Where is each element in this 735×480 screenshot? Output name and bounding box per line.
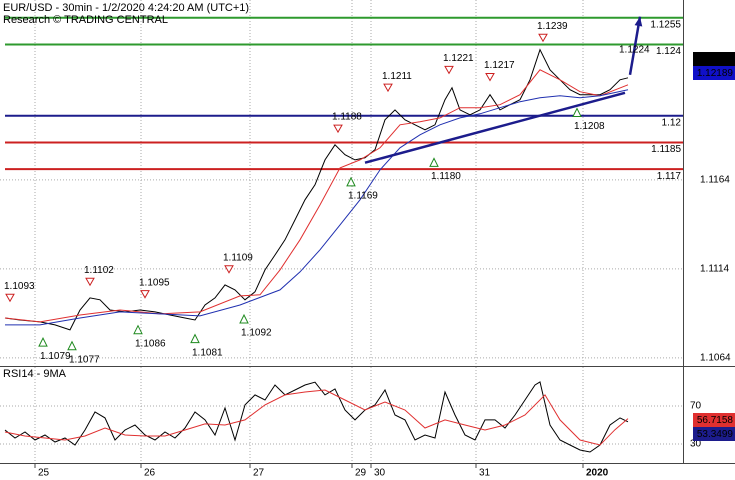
last-value-label: 1.12189: [697, 68, 734, 79]
low-label: 1.1208: [574, 121, 605, 132]
high-marker: [444, 65, 454, 75]
last-value-box: [693, 427, 735, 441]
high-marker: [383, 83, 393, 93]
moving-average: [5, 89, 629, 326]
high-label: 1.1239: [537, 21, 568, 32]
level-label: 1.124: [656, 46, 681, 57]
low-marker: [429, 157, 439, 167]
low-label: 1.1086: [135, 338, 166, 349]
x-tick-label: 27: [253, 468, 265, 479]
low-marker: [346, 176, 356, 187]
y-tick-label: 70: [690, 401, 702, 412]
high-marker: [140, 290, 150, 299]
level-label: 1.12: [662, 117, 682, 128]
price-line: [4, 48, 629, 331]
high-label: 1.1211: [382, 71, 412, 82]
low-label: 1.1081: [192, 347, 223, 358]
trendline: [364, 91, 626, 164]
low-label: 1.1079: [40, 351, 71, 362]
low-label: 1.1180: [431, 171, 461, 182]
level-label: 1.1185: [651, 144, 681, 155]
y-tick-label: 1.1064: [700, 353, 731, 364]
moving-average: [4, 69, 629, 323]
high-label: 1.1102: [84, 265, 114, 276]
x-tick-label: 2020: [586, 468, 609, 479]
forecast-arrow: [628, 16, 642, 76]
high-marker: [85, 277, 95, 287]
high-label: 1.1188: [332, 112, 362, 123]
low-marker: [572, 107, 582, 117]
high-marker: [538, 33, 548, 43]
high-marker: [333, 124, 343, 134]
low-label: 1.1077: [69, 354, 100, 365]
low-marker: [239, 313, 249, 324]
last-value-label: 56.7158: [697, 415, 734, 426]
level-label: 1.1255: [650, 19, 681, 30]
last-value-box: [693, 413, 735, 427]
x-tick-label: 25: [38, 468, 50, 479]
x-tick-label: 31: [479, 468, 491, 479]
moving-average: [4, 389, 629, 446]
low-marker: [67, 340, 77, 351]
high-marker: [5, 293, 15, 303]
chart-title: EUR/USD - 30min - 1/2/2020 4:24:20 AM (U…: [3, 2, 249, 14]
last-value-box: [693, 66, 735, 80]
y-tick-label: 1.1114: [700, 263, 730, 274]
chart-subtitle: Research © TRADING CENTRAL: [3, 14, 168, 26]
high-marker: [485, 72, 495, 82]
high-label: 1.1221: [443, 53, 474, 64]
low-label: 1.1169: [348, 191, 378, 202]
x-tick-label: 26: [144, 468, 156, 479]
level-label: 1.117: [657, 171, 682, 182]
high-label: 1.1095: [139, 277, 170, 288]
x-tick-label: 30: [374, 468, 386, 479]
high-label: 1.1217: [484, 60, 515, 71]
last-value-label: 53.3499: [697, 429, 734, 440]
low-label: 1.1092: [241, 328, 272, 339]
high-marker: [224, 265, 234, 274]
low-marker: [133, 324, 143, 335]
rsi-title: RSI14 - 9MA: [3, 368, 67, 380]
target-label: 1.1224: [619, 45, 650, 56]
low-marker: [38, 337, 48, 347]
y-tick-label: 30: [690, 439, 702, 450]
y-tick-label: 1.1164: [700, 174, 730, 185]
last-value-box: [693, 52, 735, 66]
last-value-label: 1.12196: [697, 54, 734, 65]
arrow-head: [634, 16, 643, 27]
high-label: 1.1109: [223, 252, 253, 263]
low-marker: [190, 333, 200, 344]
price-line: [4, 381, 629, 453]
high-label: 1.1093: [4, 281, 35, 292]
x-tick-label: 29: [355, 468, 367, 479]
